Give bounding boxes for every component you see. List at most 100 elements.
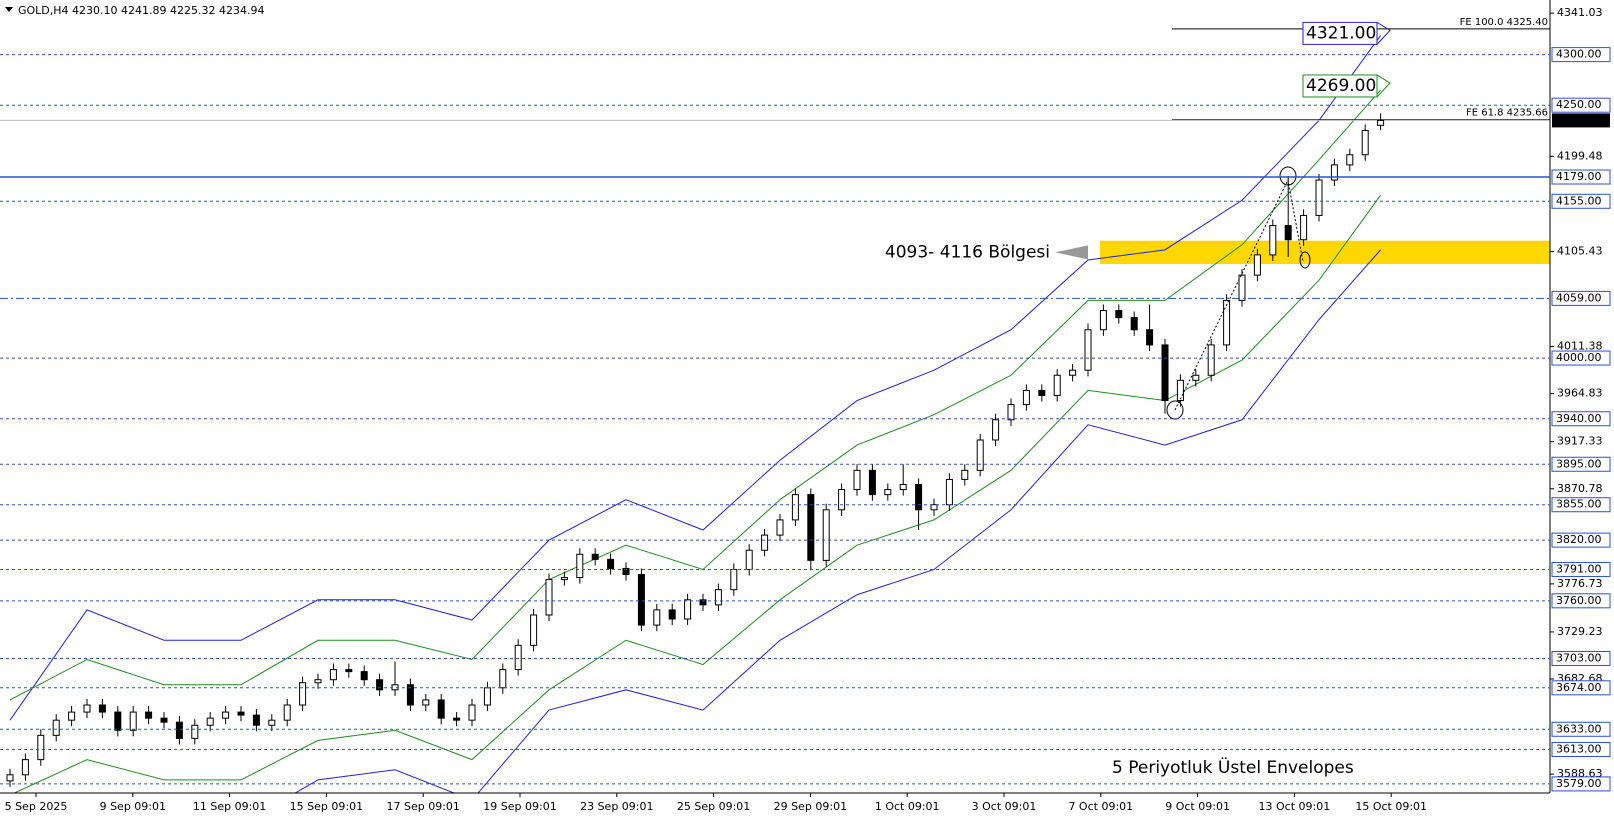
candle-body: [545, 579, 553, 616]
pattern-line: [1174, 178, 1304, 411]
level-label: 3855.00: [1556, 498, 1602, 511]
level-label-box: [1551, 721, 1611, 737]
candle-body: [129, 711, 137, 731]
candle-body: [206, 717, 214, 726]
x-tick-label: 23 Sep 09:01: [580, 800, 653, 813]
candle-body: [1361, 129, 1369, 156]
candle-body: [52, 719, 60, 736]
x-tick-label: 17 Sep 09:01: [386, 800, 459, 813]
x-tick-label: 25 Sep 09:01: [677, 800, 750, 813]
level-label: 4155.00: [1556, 194, 1602, 207]
candle-body: [437, 699, 445, 719]
level-label: 3940.00: [1556, 412, 1602, 425]
candle-body: [237, 711, 245, 716]
candle-body: [191, 724, 199, 739]
level-label-box: [1551, 593, 1611, 609]
candle-body: [252, 714, 260, 726]
candle-body: [1099, 310, 1107, 331]
x-tick-label: 1 Oct 09:01: [875, 800, 940, 813]
candle-body: [576, 553, 584, 579]
level-label-box: [1551, 561, 1611, 577]
chart-title: GOLD,H4 4230.10 4241.89 4225.32 4234.94: [18, 4, 265, 17]
candle-body: [853, 469, 861, 491]
candle-body: [607, 558, 615, 569]
candle-body: [838, 489, 846, 511]
candle-body: [1022, 389, 1030, 406]
level-label: 3613.00: [1556, 743, 1602, 756]
candle-body: [884, 489, 892, 496]
level-label-box: [1551, 650, 1611, 666]
candle-body: [1115, 310, 1123, 319]
candle-body: [1038, 389, 1046, 396]
candle-body: [591, 553, 599, 560]
candle-body: [745, 549, 753, 570]
candle-body: [1007, 404, 1015, 421]
target-label: 4321.00: [1306, 23, 1376, 43]
level-label: 4000.00: [1556, 351, 1602, 364]
x-tick-label: 3 Oct 09:01: [972, 800, 1037, 813]
candle-body: [21, 759, 29, 776]
pattern-circle: [1299, 251, 1311, 269]
candle-body: [68, 711, 76, 721]
level-label-box: [1551, 497, 1611, 513]
envelope-line: [294, 249, 1381, 793]
level-label: 3895.00: [1556, 457, 1602, 470]
candle-body: [1053, 374, 1061, 396]
candle-body: [976, 439, 984, 471]
title-icon: [5, 7, 13, 12]
level-label-box: [1551, 776, 1611, 792]
candle-body: [1238, 274, 1246, 301]
footnote: 5 Periyotluk Üstel Envelopes: [1112, 756, 1354, 778]
candle-body: [1269, 225, 1277, 256]
candle-body: [314, 679, 322, 684]
level-label: 3579.00: [1556, 777, 1602, 790]
x-tick-label: 19 Sep 09:01: [483, 800, 556, 813]
level-label: 4059.00: [1556, 291, 1602, 304]
candle-body: [360, 671, 368, 681]
fe-label: FE 61.8 4235.66: [1466, 108, 1548, 119]
candle-body: [6, 774, 14, 782]
candle-body: [530, 614, 538, 646]
candle-body: [1253, 254, 1261, 276]
candle-body: [1069, 369, 1077, 376]
zone: [1100, 240, 1550, 264]
level-label-box: [1551, 411, 1611, 427]
level-label: 4179.00: [1556, 170, 1602, 183]
candle-body: [668, 609, 676, 620]
candle-body: [453, 717, 461, 721]
candle-body: [1084, 329, 1092, 371]
target-pointer: [1376, 74, 1391, 98]
candle-body: [699, 599, 707, 606]
candle-body: [83, 704, 91, 713]
candle-body: [1223, 299, 1231, 346]
x-tick-label: 13 Oct 09:01: [1259, 800, 1331, 813]
x-tick-label: 7 Oct 09:01: [1068, 800, 1133, 813]
candle-body: [761, 534, 769, 551]
candle-body: [1300, 214, 1308, 241]
candle-body: [1161, 344, 1169, 402]
level-label-box: [1551, 47, 1611, 63]
y-tick-label: 4341.03: [1557, 6, 1603, 19]
x-tick-label: 15 Oct 09:01: [1355, 800, 1427, 813]
envelope-line: [13, 194, 1382, 793]
candle-body: [175, 721, 183, 739]
candle-body: [776, 519, 784, 536]
candle-body: [560, 577, 568, 581]
plot-area: [0, 28, 1550, 793]
level-label-box: [1551, 742, 1611, 758]
candle-body: [299, 682, 307, 706]
candle-body: [1315, 179, 1323, 216]
level-label: 4250.00: [1556, 98, 1602, 111]
y-tick-label: 3964.83: [1557, 387, 1603, 400]
candle-body: [1192, 374, 1200, 381]
candle-body: [684, 599, 692, 620]
level-label: 3791.00: [1556, 562, 1602, 575]
candle-body: [992, 419, 1000, 441]
level-label: 3633.00: [1556, 722, 1602, 735]
y-tick-label: 3870.78: [1557, 482, 1603, 495]
candle-body: [653, 609, 661, 626]
candle-body: [961, 469, 969, 480]
candle-body: [37, 734, 45, 761]
candle-body: [899, 483, 907, 491]
